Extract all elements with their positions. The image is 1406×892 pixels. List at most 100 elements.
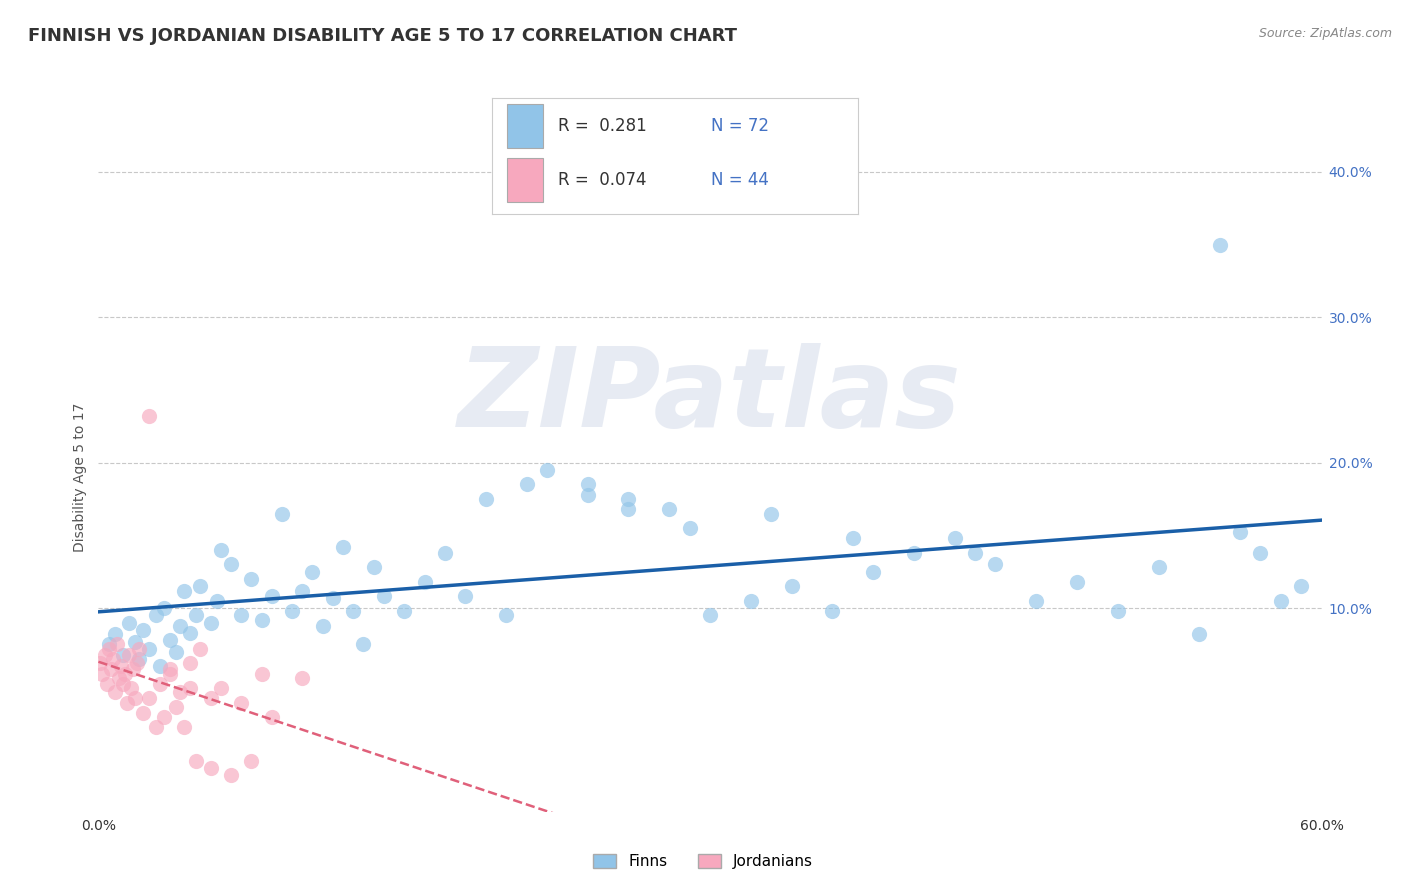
- Point: [100, 662, 122, 676]
- Point: [780, 579, 803, 593]
- Point: [352, 637, 374, 651]
- Point: [179, 657, 201, 671]
- Point: [149, 659, 172, 673]
- Point: [169, 618, 191, 632]
- Point: [115, 696, 138, 710]
- Point: [200, 761, 222, 775]
- Point: [209, 681, 232, 695]
- Point: [301, 565, 323, 579]
- Point: [454, 590, 477, 604]
- Point: [1147, 560, 1170, 574]
- Point: [495, 608, 517, 623]
- Point: [188, 579, 212, 593]
- Point: [270, 507, 294, 521]
- Point: [132, 623, 155, 637]
- Text: Source: ZipAtlas.com: Source: ZipAtlas.com: [1258, 27, 1392, 40]
- Point: [128, 652, 150, 666]
- Point: [104, 685, 127, 699]
- Point: [862, 565, 884, 579]
- Point: [209, 543, 232, 558]
- Text: R =  0.074: R = 0.074: [558, 171, 647, 189]
- Point: [132, 706, 155, 720]
- Point: [474, 491, 498, 506]
- Point: [111, 677, 134, 691]
- Point: [104, 627, 127, 641]
- Point: [91, 666, 114, 681]
- Point: [1249, 546, 1271, 560]
- Point: [159, 662, 181, 676]
- Legend: Finns, Jordanians: Finns, Jordanians: [586, 848, 820, 875]
- Point: [145, 720, 167, 734]
- Point: [124, 634, 146, 648]
- Point: [231, 696, 253, 710]
- Point: [281, 604, 304, 618]
- Point: [128, 641, 150, 656]
- Point: [373, 590, 395, 604]
- Point: [943, 531, 966, 545]
- Point: [1209, 237, 1232, 252]
- Point: [250, 613, 273, 627]
- Point: [200, 691, 222, 706]
- Point: [159, 633, 181, 648]
- Point: [124, 691, 146, 706]
- Point: [516, 477, 538, 491]
- Point: [179, 625, 201, 640]
- Point: [152, 601, 174, 615]
- Point: [413, 574, 436, 589]
- Point: [1229, 525, 1251, 540]
- Point: [965, 546, 987, 560]
- Point: [1188, 627, 1211, 641]
- Point: [291, 671, 314, 685]
- Point: [434, 546, 457, 560]
- Point: [200, 615, 222, 630]
- Point: [984, 558, 1007, 572]
- Point: [322, 591, 344, 605]
- Text: N = 72: N = 72: [711, 117, 769, 135]
- Point: [118, 648, 141, 662]
- Point: [219, 768, 242, 782]
- Point: [97, 641, 120, 656]
- Point: [159, 666, 181, 681]
- Point: [1066, 574, 1088, 589]
- Point: [118, 615, 141, 630]
- Point: [250, 666, 273, 681]
- Point: [114, 666, 136, 681]
- Point: [138, 409, 160, 424]
- Text: ZIPatlas: ZIPatlas: [458, 343, 962, 450]
- Point: [111, 648, 134, 662]
- Point: [105, 637, 128, 651]
- Point: [138, 691, 160, 706]
- Point: [1291, 579, 1313, 593]
- Point: [165, 645, 187, 659]
- Point: [93, 648, 115, 662]
- Point: [240, 572, 263, 586]
- Point: [149, 677, 172, 691]
- Point: [110, 659, 132, 673]
- Point: [219, 558, 242, 572]
- Point: [658, 502, 681, 516]
- Point: [699, 608, 721, 623]
- Point: [89, 657, 111, 671]
- Point: [145, 608, 167, 623]
- Point: [617, 502, 640, 516]
- Point: [761, 507, 783, 521]
- Y-axis label: Disability Age 5 to 17: Disability Age 5 to 17: [73, 402, 87, 552]
- Point: [173, 720, 195, 734]
- Point: [231, 608, 253, 623]
- Point: [97, 637, 120, 651]
- Point: [173, 583, 195, 598]
- Point: [169, 685, 191, 699]
- Point: [291, 583, 314, 598]
- Point: [179, 681, 201, 695]
- Text: R =  0.281: R = 0.281: [558, 117, 647, 135]
- Point: [363, 560, 385, 574]
- Point: [96, 677, 118, 691]
- Point: [536, 463, 558, 477]
- Point: [1025, 594, 1047, 608]
- Point: [260, 710, 283, 724]
- Point: [1107, 604, 1129, 618]
- FancyBboxPatch shape: [506, 104, 543, 148]
- Point: [576, 488, 599, 502]
- FancyBboxPatch shape: [506, 159, 543, 202]
- Text: FINNISH VS JORDANIAN DISABILITY AGE 5 TO 17 CORRELATION CHART: FINNISH VS JORDANIAN DISABILITY AGE 5 TO…: [28, 27, 737, 45]
